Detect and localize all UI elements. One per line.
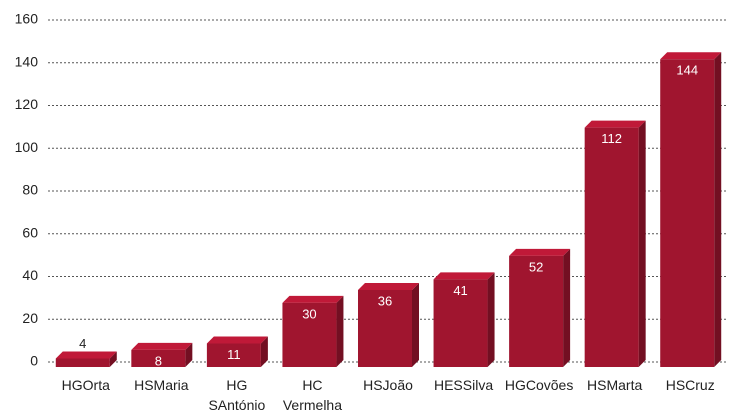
bar-side <box>487 272 495 367</box>
y-tick-label: 20 <box>22 310 38 326</box>
value-label: 4 <box>79 336 86 351</box>
bar-side <box>185 342 193 367</box>
bar-front <box>206 343 261 367</box>
bar <box>55 351 117 367</box>
bar-top <box>358 283 419 291</box>
bar-top <box>584 120 646 128</box>
bar <box>584 120 646 367</box>
value-label: 8 <box>155 353 162 368</box>
bar-top <box>660 52 722 60</box>
bar <box>206 336 268 367</box>
bar-top <box>509 248 571 256</box>
x-tick-label: HSCruz <box>665 377 715 393</box>
y-tick-label: 140 <box>15 53 39 69</box>
y-tick-label: 120 <box>15 96 39 112</box>
y-tick-label: 60 <box>22 224 38 240</box>
bar-side <box>336 295 344 367</box>
y-tick-label: 40 <box>22 267 38 283</box>
bar <box>282 295 344 367</box>
bar-side <box>109 351 117 367</box>
y-tick-label: 80 <box>22 182 38 198</box>
x-tick-label: HG SAntónio <box>208 377 266 413</box>
bar-front <box>282 302 337 367</box>
y-tick-label: 100 <box>15 139 39 155</box>
x-tick-label: HC Vermelha <box>282 377 343 413</box>
bar-side <box>563 248 571 367</box>
value-label: 41 <box>453 283 467 298</box>
bar-front <box>509 255 564 367</box>
x-tick-label: HSMarta <box>587 377 643 393</box>
bar-front <box>131 349 186 367</box>
x-tick-label: HSMaria <box>134 377 189 393</box>
bar-front <box>660 59 715 367</box>
bar <box>660 52 722 367</box>
bar <box>358 283 419 367</box>
x-tick-label: HGOrta <box>61 377 110 393</box>
value-label: 11 <box>227 347 241 362</box>
value-label: 144 <box>676 63 698 78</box>
x-tick-label: HESSilva <box>433 377 494 393</box>
bar-top <box>282 295 344 303</box>
bar-top <box>206 336 268 344</box>
value-label: 36 <box>378 293 392 308</box>
bar-side <box>260 336 268 367</box>
bar-top <box>55 351 117 359</box>
bar-front <box>55 358 110 367</box>
bar-side <box>412 283 419 367</box>
bar-front <box>358 290 412 367</box>
bar-top <box>131 342 193 350</box>
value-label: 30 <box>302 306 316 321</box>
bar-front <box>584 127 639 367</box>
value-label: 112 <box>601 131 622 146</box>
y-tick-label: 0 <box>30 353 38 369</box>
y-tick-label: 160 <box>15 11 39 27</box>
bar-top <box>433 272 495 280</box>
bar-front <box>433 279 488 367</box>
bar <box>433 272 495 367</box>
x-tick-label: HSJoão <box>363 377 413 393</box>
bar-side <box>638 120 646 367</box>
bar <box>131 342 193 367</box>
x-tick-label: HGCovões <box>504 377 574 393</box>
value-label: 52 <box>529 259 543 274</box>
bar <box>509 248 571 367</box>
bar-side <box>714 52 722 367</box>
